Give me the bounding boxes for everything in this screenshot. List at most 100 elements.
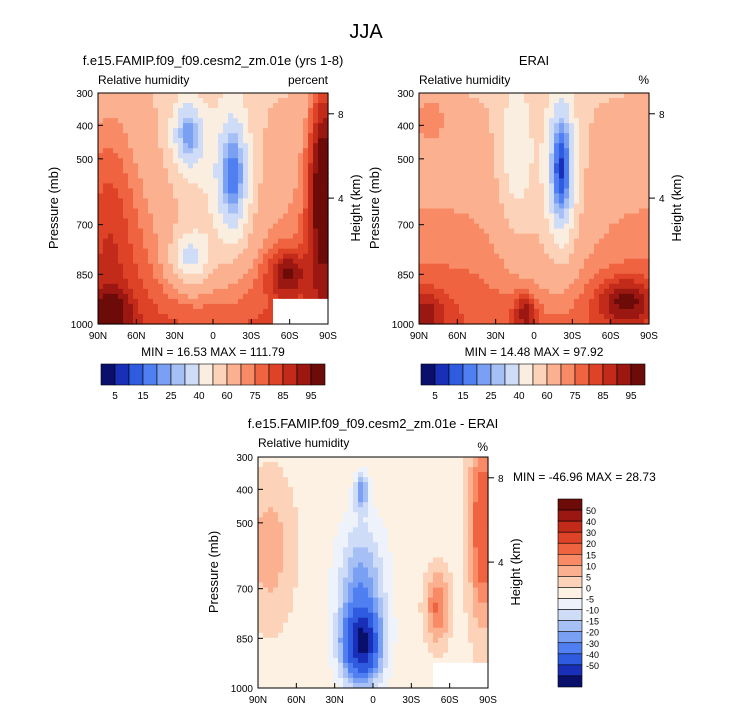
field-cell bbox=[118, 188, 124, 195]
field-cell bbox=[303, 118, 309, 124]
field-cell bbox=[644, 143, 650, 149]
field-cell bbox=[529, 248, 535, 255]
field-cell bbox=[499, 313, 505, 320]
field-cell bbox=[619, 208, 625, 215]
field-cell bbox=[579, 143, 585, 149]
field-cell bbox=[524, 138, 530, 144]
field-cell bbox=[504, 283, 510, 290]
field-cell bbox=[238, 243, 244, 250]
field-cell bbox=[398, 517, 404, 523]
field-cell bbox=[158, 183, 164, 190]
field-cell bbox=[629, 318, 635, 325]
field-cell bbox=[238, 143, 244, 149]
field-cell bbox=[318, 218, 324, 225]
field-cell bbox=[584, 298, 590, 305]
field-cell bbox=[128, 318, 134, 325]
field-cell bbox=[188, 253, 194, 260]
field-cell bbox=[308, 158, 314, 164]
field-cell bbox=[589, 273, 595, 280]
field-cell bbox=[338, 517, 344, 523]
field-cell bbox=[298, 283, 304, 290]
field-cell bbox=[323, 143, 329, 149]
field-cell bbox=[278, 303, 284, 310]
field-cell bbox=[629, 233, 635, 240]
field-cell bbox=[193, 253, 199, 260]
field-cell bbox=[434, 273, 440, 280]
field-cell bbox=[258, 153, 264, 159]
field-cell bbox=[263, 522, 269, 528]
field-cell bbox=[478, 492, 484, 498]
x-tick-label: 30N bbox=[486, 331, 504, 342]
field-cell bbox=[183, 98, 189, 104]
field-cell bbox=[474, 118, 480, 124]
field-cell bbox=[574, 258, 580, 265]
field-cell bbox=[303, 233, 309, 240]
field-cell bbox=[423, 467, 429, 473]
field-cell bbox=[464, 293, 470, 300]
field-cell bbox=[554, 168, 560, 174]
field-cell bbox=[263, 153, 269, 159]
field-cell bbox=[544, 248, 550, 255]
field-cell bbox=[468, 487, 474, 493]
field-cell bbox=[393, 457, 399, 463]
field-cell bbox=[323, 223, 329, 230]
field-cell bbox=[243, 223, 249, 230]
field-cell bbox=[113, 178, 119, 184]
field-cell bbox=[514, 153, 520, 159]
field-cell bbox=[443, 472, 449, 478]
field-cell bbox=[358, 522, 364, 528]
field-cell bbox=[113, 313, 119, 320]
field-cell bbox=[263, 467, 269, 473]
field-cell bbox=[168, 118, 174, 124]
field-cell bbox=[579, 298, 585, 305]
field-cell bbox=[504, 223, 510, 230]
field-cell bbox=[213, 168, 219, 174]
field-cell bbox=[619, 98, 625, 104]
field-cell bbox=[283, 93, 289, 99]
field-cell bbox=[263, 103, 269, 109]
field-cell bbox=[243, 263, 249, 270]
field-cell bbox=[223, 188, 229, 195]
field-cell bbox=[108, 303, 114, 310]
field-cell bbox=[278, 293, 284, 300]
field-cell bbox=[534, 163, 540, 169]
field-cell bbox=[454, 143, 460, 149]
field-cell bbox=[624, 278, 630, 285]
field-cell bbox=[554, 103, 560, 109]
field-cell bbox=[499, 273, 505, 280]
field-cell bbox=[589, 223, 595, 230]
field-cell bbox=[609, 253, 615, 260]
field-cell bbox=[529, 203, 535, 210]
field-cell bbox=[509, 283, 515, 290]
field-cell bbox=[599, 133, 605, 139]
field-cell bbox=[438, 487, 444, 493]
field-cell bbox=[423, 482, 429, 488]
field-cell bbox=[504, 118, 510, 124]
field-cell bbox=[263, 497, 269, 503]
field-cell bbox=[203, 173, 209, 179]
field-cell bbox=[579, 153, 585, 159]
field-cell bbox=[434, 198, 440, 205]
field-cell bbox=[158, 188, 164, 195]
field-cell bbox=[544, 308, 550, 315]
field-cell bbox=[594, 173, 600, 179]
field-cell bbox=[193, 143, 199, 149]
field-cell bbox=[268, 163, 274, 169]
field-cell bbox=[624, 198, 630, 205]
field-cell bbox=[514, 228, 520, 235]
field-cell bbox=[343, 472, 349, 478]
field-cell bbox=[363, 462, 369, 468]
field-cell bbox=[238, 298, 244, 305]
field-cell bbox=[123, 248, 129, 255]
field-cell bbox=[313, 218, 319, 225]
field-cell bbox=[539, 173, 545, 179]
field-cell bbox=[559, 118, 565, 124]
field-cell bbox=[449, 228, 455, 235]
field-cell bbox=[448, 507, 454, 513]
field-cell bbox=[444, 203, 450, 210]
field-cell bbox=[589, 293, 595, 300]
field-cell bbox=[449, 288, 455, 295]
field-cell bbox=[138, 118, 144, 124]
y-tick-label: 850 bbox=[397, 270, 414, 281]
